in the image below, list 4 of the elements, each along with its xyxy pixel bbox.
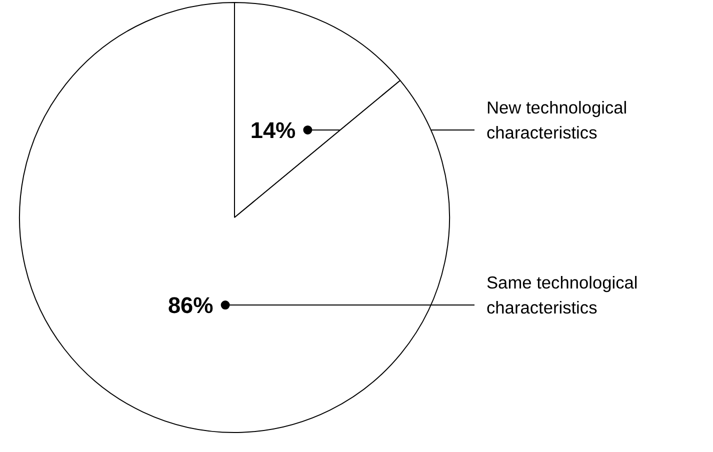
data-label: 14% — [250, 116, 296, 143]
slice-label: Same technological characteristics — [486, 272, 638, 318]
data-label: 86% — [168, 292, 214, 318]
slice-label: New technological characteristics — [486, 97, 628, 142]
